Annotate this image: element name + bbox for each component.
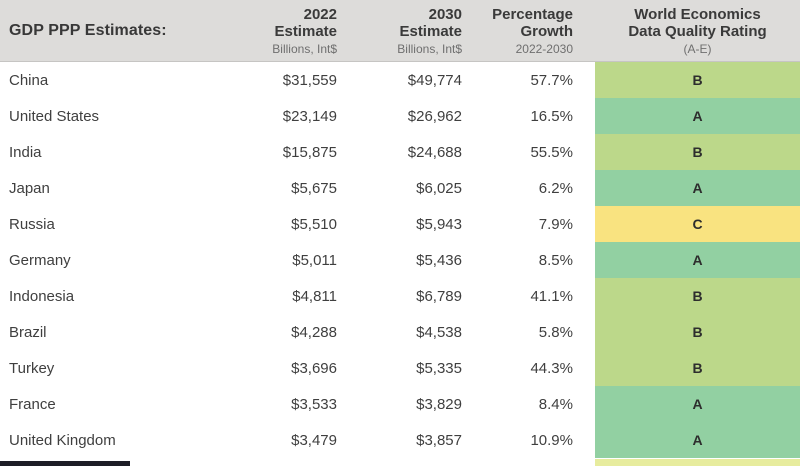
growth-cell: 6.2% bbox=[538, 179, 573, 197]
growth-cell: 57.7% bbox=[530, 71, 573, 89]
table-row: France $3,533 $3,829 8.4% A bbox=[0, 386, 800, 422]
column-header-growth-line2: Growth bbox=[520, 22, 574, 40]
table-row: United States $23,149 $26,962 16.5% A bbox=[0, 98, 800, 134]
table-row: Turkey $3,696 $5,335 44.3% B bbox=[0, 350, 800, 386]
country-cell: Turkey bbox=[9, 359, 55, 377]
est-2022-cell: $5,675 bbox=[291, 179, 337, 197]
rating-cell: C bbox=[595, 206, 800, 242]
country-cell: United States bbox=[9, 107, 100, 125]
est-2030-cell: $5,943 bbox=[416, 215, 462, 233]
est-2022-cell: $23,149 bbox=[282, 107, 337, 125]
country-cell: China bbox=[9, 71, 49, 89]
table-row: United Kingdom $3,479 $3,857 10.9% A bbox=[0, 422, 800, 458]
column-header-growth-sublabel: 2022-2030 bbox=[515, 41, 573, 56]
partial-next-row-rating-cell bbox=[595, 459, 800, 466]
column-header-percentage-growth: Percentage Growth 2022-2030 bbox=[470, 6, 581, 56]
est-2022-cell: $4,811 bbox=[292, 287, 337, 305]
country-cell: Indonesia bbox=[9, 287, 75, 305]
column-header-2022-line2: Estimate bbox=[274, 22, 337, 40]
growth-cell: 16.5% bbox=[530, 107, 573, 125]
column-header-2030-line1: 2030 bbox=[428, 5, 462, 23]
column-header-2030-sublabel: Billions, Int$ bbox=[397, 41, 462, 56]
rating-cell: B bbox=[595, 134, 800, 170]
growth-cell: 5.8% bbox=[538, 323, 573, 341]
table-body: China $31,559 $49,774 57.7% B United States $2… bbox=[0, 62, 800, 458]
est-2022-cell: $3,479 bbox=[291, 431, 337, 449]
country-cell: India bbox=[9, 143, 42, 161]
column-header-data-quality-rating: World Economics Data Quality Rating (A-E… bbox=[595, 6, 800, 56]
est-2030-cell: $6,025 bbox=[416, 179, 462, 197]
country-cell: France bbox=[9, 395, 56, 413]
est-2030-cell: $4,538 bbox=[416, 323, 462, 341]
column-header-rating-sublabel: (A-E) bbox=[683, 41, 712, 56]
column-header-2022-estimate: 2022 Estimate Billions, Int$ bbox=[250, 6, 345, 56]
est-2030-cell: $26,962 bbox=[407, 107, 462, 125]
partial-bottom-element bbox=[0, 461, 130, 466]
country-cell: Brazil bbox=[9, 323, 47, 341]
table-row: Indonesia $4,811 $6,789 41.1% B bbox=[0, 278, 800, 314]
table-row: Germany $5,011 $5,436 8.5% A bbox=[0, 242, 800, 278]
growth-cell: 8.5% bbox=[538, 251, 573, 269]
est-2022-cell: $31,559 bbox=[282, 71, 337, 89]
rating-cell: B bbox=[595, 62, 800, 98]
est-2030-cell: $3,829 bbox=[416, 395, 462, 413]
rating-cell: B bbox=[595, 350, 800, 386]
est-2030-cell: $24,688 bbox=[407, 143, 462, 161]
est-2030-cell: $6,789 bbox=[416, 287, 462, 305]
est-2022-cell: $5,011 bbox=[292, 251, 337, 269]
column-header-growth-line1: Percentage bbox=[492, 5, 573, 23]
column-header-2022-sublabel: Billions, Int$ bbox=[272, 41, 337, 56]
table-row: Japan $5,675 $6,025 6.2% A bbox=[0, 170, 800, 206]
rating-cell: B bbox=[595, 278, 800, 314]
est-2022-cell: $3,696 bbox=[291, 359, 337, 377]
rating-cell: B bbox=[595, 314, 800, 350]
country-cell: Japan bbox=[9, 179, 50, 197]
growth-cell: 55.5% bbox=[530, 143, 573, 161]
growth-cell: 8.4% bbox=[538, 395, 573, 413]
est-2022-cell: $5,510 bbox=[291, 215, 337, 233]
rating-cell: A bbox=[595, 386, 800, 422]
rating-cell: A bbox=[595, 422, 800, 458]
est-2022-cell: $4,288 bbox=[291, 323, 337, 341]
table-row: Russia $5,510 $5,943 7.9% C bbox=[0, 206, 800, 242]
est-2030-cell: $3,857 bbox=[416, 431, 462, 449]
rating-cell: A bbox=[595, 242, 800, 278]
table-title: GDP PPP Estimates: bbox=[9, 21, 167, 39]
est-2030-cell: $5,436 bbox=[416, 251, 462, 269]
column-header-rating-line1: World Economics bbox=[634, 5, 761, 23]
column-header-2030-line2: Estimate bbox=[399, 22, 462, 40]
country-cell: Russia bbox=[9, 215, 55, 233]
country-cell: Germany bbox=[9, 251, 71, 269]
table-header: GDP PPP Estimates: 2022 Estimate Billion… bbox=[0, 0, 800, 62]
country-cell: United Kingdom bbox=[9, 431, 116, 449]
table-row: China $31,559 $49,774 57.7% B bbox=[0, 62, 800, 98]
est-2030-cell: $5,335 bbox=[416, 359, 462, 377]
column-header-2022-line1: 2022 bbox=[303, 5, 337, 23]
table-row: India $15,875 $24,688 55.5% B bbox=[0, 134, 800, 170]
rating-cell: A bbox=[595, 170, 800, 206]
est-2022-cell: $15,875 bbox=[282, 143, 337, 161]
growth-cell: 44.3% bbox=[530, 359, 573, 377]
growth-cell: 7.9% bbox=[538, 215, 573, 233]
column-header-rating-line2: Data Quality Rating bbox=[628, 22, 767, 40]
rating-cell: A bbox=[595, 98, 800, 134]
est-2022-cell: $3,533 bbox=[291, 395, 337, 413]
table-row: Brazil $4,288 $4,538 5.8% B bbox=[0, 314, 800, 350]
growth-cell: 10.9% bbox=[530, 431, 573, 449]
growth-cell: 41.1% bbox=[530, 287, 573, 305]
est-2030-cell: $49,774 bbox=[407, 71, 462, 89]
column-header-2030-estimate: 2030 Estimate Billions, Int$ bbox=[345, 6, 470, 56]
